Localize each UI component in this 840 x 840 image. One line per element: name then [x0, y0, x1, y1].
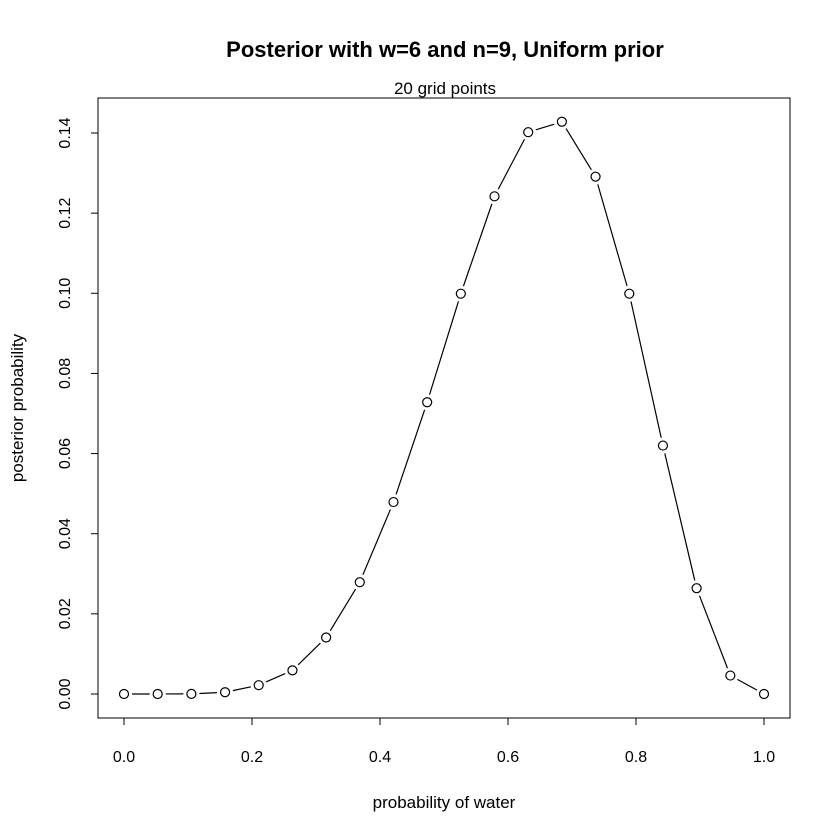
series-segment: [597, 184, 628, 287]
y-tick-label: 0.12: [57, 197, 74, 228]
series-segment: [395, 409, 426, 495]
y-tick-label: 0.00: [57, 678, 74, 709]
y-tick-label: 0.02: [57, 598, 74, 629]
data-point: [354, 577, 365, 588]
y-tick-label: 0.10: [57, 278, 74, 309]
plot-frame: [97, 97, 791, 719]
series-segment: [737, 678, 758, 691]
series-segment: [630, 301, 662, 438]
data-point: [287, 665, 298, 676]
data-point: [422, 397, 433, 408]
data-point: [219, 687, 231, 698]
chart-title: Posterior with w=6 and n=9, Uniform prio…: [226, 37, 664, 62]
data-point: [590, 171, 601, 182]
series-segment: [535, 123, 555, 131]
data-point: [725, 670, 736, 681]
data-point: [691, 583, 702, 594]
series-segment: [698, 595, 729, 669]
x-tick-label: 1.0: [753, 749, 775, 766]
data-point: [253, 680, 264, 691]
x-tick-label: 0.6: [497, 749, 519, 766]
series-segment: [265, 673, 286, 683]
y-axis: 0.00 0.02 0.04 0.06 0.08 0.10 0.12 0.14: [57, 117, 99, 710]
y-tick-label: 0.14: [57, 117, 74, 148]
y-tick-label: 0.08: [57, 358, 74, 389]
series-segment: [232, 686, 252, 692]
data-point: [657, 440, 669, 451]
data-point: [523, 127, 534, 138]
series-segment: [462, 203, 493, 287]
data-point: [489, 191, 500, 202]
x-axis: 0.0 0.2 0.4 0.6 0.8 1.0: [113, 717, 775, 766]
x-tick-label: 0.8: [625, 749, 647, 766]
series-segment: [497, 138, 526, 190]
series-segment: [428, 301, 460, 395]
data-point: [388, 496, 399, 508]
x-tick-label: 0.0: [113, 749, 135, 766]
data-point: [152, 688, 163, 700]
data-point: [186, 688, 197, 699]
x-tick-label: 0.2: [241, 749, 263, 766]
chart-subtitle: 20 grid points: [394, 79, 496, 98]
data-point: [321, 632, 332, 643]
series-segment: [565, 128, 592, 171]
data-point: [556, 116, 567, 127]
series-segment: [664, 453, 696, 581]
data-point: [118, 688, 130, 700]
data-point: [624, 288, 635, 299]
data-point: [455, 288, 466, 299]
series-segment: [362, 509, 391, 576]
y-axis-label: posterior probability: [8, 333, 27, 482]
series-segment: [297, 642, 321, 666]
x-tick-label: 0.4: [369, 749, 391, 766]
y-tick-label: 0.06: [57, 438, 74, 469]
y-tick-label: 0.04: [57, 518, 74, 549]
x-axis-label: probability of water: [373, 793, 516, 812]
data-point: [758, 688, 770, 700]
series-segment: [199, 692, 218, 695]
series-segment: [329, 588, 357, 631]
posterior-series: [118, 116, 770, 700]
